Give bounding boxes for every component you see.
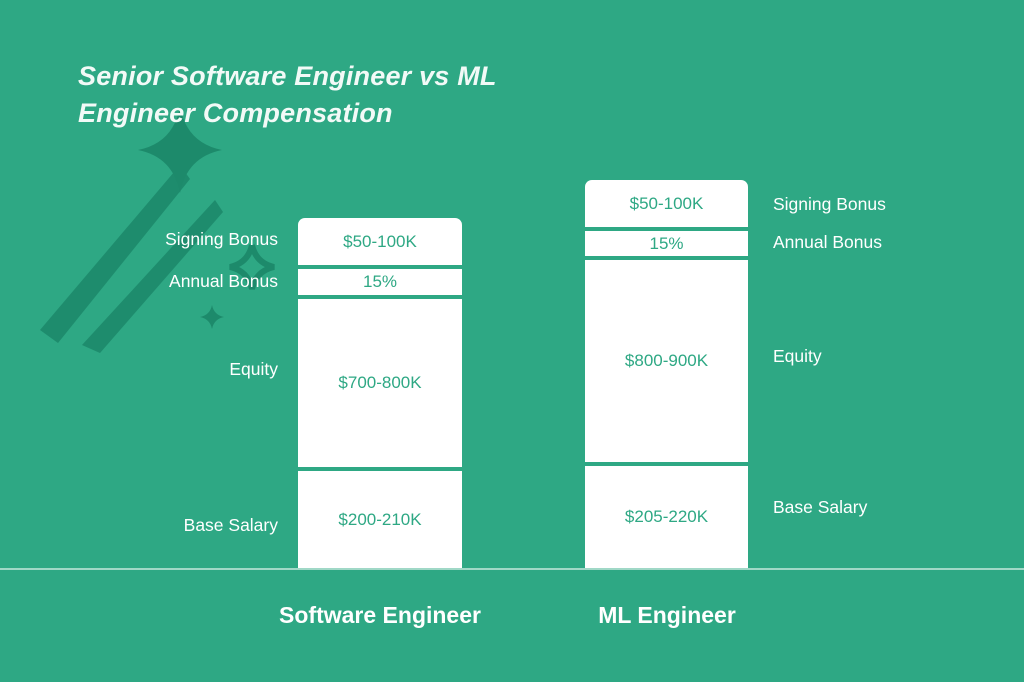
label-equity-right: Equity bbox=[773, 346, 822, 366]
label-base-salary-right: Base Salary bbox=[773, 497, 868, 517]
bar-software-engineer: $50-100K 15% $700-800K $200-210K bbox=[298, 218, 462, 568]
label-signing-bonus-right: Signing Bonus bbox=[773, 194, 886, 214]
shooting-star-icon bbox=[40, 107, 275, 353]
segment-value: 15% bbox=[362, 272, 398, 291]
segment-base-salary: $200-210K bbox=[298, 471, 462, 568]
column-label-software-engineer: Software Engineer bbox=[279, 602, 481, 628]
segment-value: $200-210K bbox=[338, 509, 422, 529]
segment-value: $700-800K bbox=[338, 373, 422, 392]
segment-value: $205-220K bbox=[624, 507, 709, 526]
bar-ml-engineer: $50-100K 15% $800-900K $205-220K bbox=[585, 180, 748, 568]
segment-annual-bonus: 15% bbox=[585, 231, 748, 256]
label-equity-left: Equity bbox=[229, 359, 278, 379]
label-signing-bonus-left: Signing Bonus bbox=[165, 229, 278, 249]
segment-value: 15% bbox=[649, 233, 684, 253]
label-annual-bonus-left: Annual Bonus bbox=[169, 271, 278, 291]
segment-equity: $800-900K bbox=[585, 260, 748, 462]
segment-signing-bonus: $50-100K bbox=[585, 180, 748, 227]
segment-value: $50-100K bbox=[343, 231, 417, 251]
segment-signing-bonus: $50-100K bbox=[298, 218, 462, 265]
segment-value: $800-900K bbox=[624, 351, 709, 370]
segment-base-salary: $205-220K bbox=[585, 466, 748, 568]
label-base-salary-left: Base Salary bbox=[183, 515, 278, 535]
shooting-star-decoration bbox=[30, 95, 330, 355]
chart-title: Senior Software Engineer vs ML Engineer … bbox=[78, 61, 497, 129]
segment-equity: $700-800K bbox=[298, 299, 462, 467]
label-annual-bonus-right: Annual Bonus bbox=[773, 232, 882, 252]
column-label-ml-engineer: ML Engineer bbox=[598, 602, 736, 628]
segment-value: $50-100K bbox=[629, 193, 704, 213]
baseline-divider bbox=[0, 568, 1024, 570]
segment-annual-bonus: 15% bbox=[298, 269, 462, 295]
